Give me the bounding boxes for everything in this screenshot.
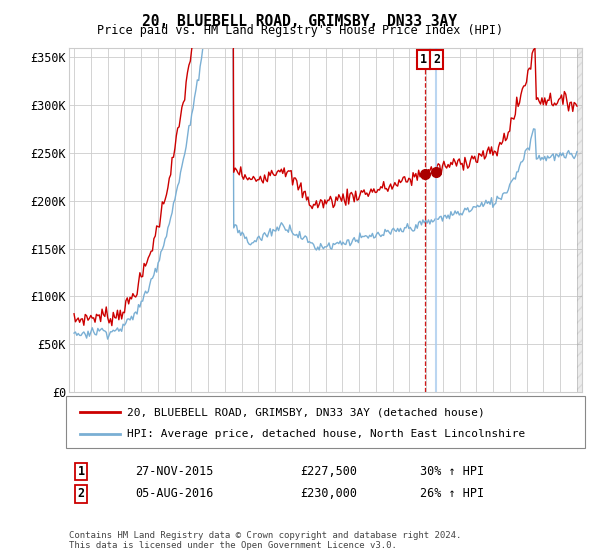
Text: 2: 2 xyxy=(77,487,85,501)
Bar xyxy=(577,48,586,392)
Text: 05-AUG-2016: 05-AUG-2016 xyxy=(135,487,214,501)
Text: 20, BLUEBELL ROAD, GRIMSBY, DN33 3AY: 20, BLUEBELL ROAD, GRIMSBY, DN33 3AY xyxy=(143,14,458,29)
Text: 26% ↑ HPI: 26% ↑ HPI xyxy=(420,487,484,501)
Text: £230,000: £230,000 xyxy=(300,487,357,501)
Text: HPI: Average price, detached house, North East Lincolnshire: HPI: Average price, detached house, Nort… xyxy=(127,429,526,438)
Text: 20, BLUEBELL ROAD, GRIMSBY, DN33 3AY (detached house): 20, BLUEBELL ROAD, GRIMSBY, DN33 3AY (de… xyxy=(127,407,485,417)
Text: 27-NOV-2015: 27-NOV-2015 xyxy=(135,465,214,478)
Text: 1: 1 xyxy=(420,53,427,66)
Text: £227,500: £227,500 xyxy=(300,465,357,478)
Text: 1: 1 xyxy=(77,465,85,478)
Text: 30% ↑ HPI: 30% ↑ HPI xyxy=(420,465,484,478)
Text: 2: 2 xyxy=(433,53,440,66)
Text: Contains HM Land Registry data © Crown copyright and database right 2024.
This d: Contains HM Land Registry data © Crown c… xyxy=(69,531,461,550)
Text: Price paid vs. HM Land Registry's House Price Index (HPI): Price paid vs. HM Land Registry's House … xyxy=(97,24,503,37)
